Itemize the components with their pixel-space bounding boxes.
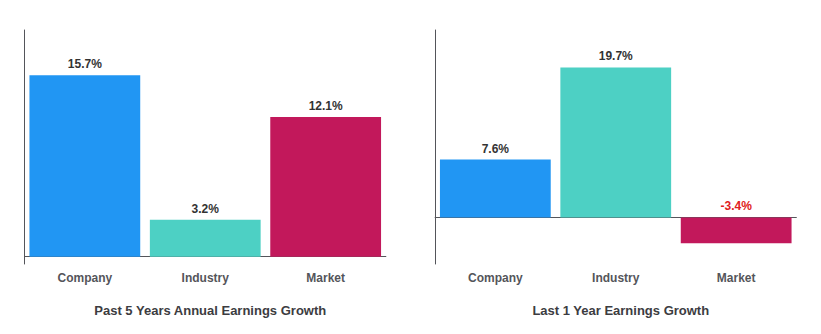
svg-text:Last 1 Year Earnings Growth: Last 1 Year Earnings Growth: [532, 303, 709, 318]
svg-text:3.2%: 3.2%: [192, 202, 220, 216]
svg-text:Industry: Industry: [182, 271, 230, 285]
svg-text:Market: Market: [306, 271, 345, 285]
svg-text:12.1%: 12.1%: [309, 99, 343, 113]
svg-text:Past 5 Years Annual Earnings G: Past 5 Years Annual Earnings Growth: [94, 303, 326, 318]
svg-text:Company: Company: [468, 271, 523, 285]
svg-text:Industry: Industry: [592, 271, 640, 285]
svg-text:-3.4%: -3.4%: [720, 199, 752, 213]
svg-text:7.6%: 7.6%: [482, 142, 510, 156]
svg-text:15.7%: 15.7%: [68, 57, 102, 71]
svg-text:19.7%: 19.7%: [599, 49, 633, 63]
svg-text:Market: Market: [717, 271, 756, 285]
svg-text:Company: Company: [57, 271, 112, 285]
